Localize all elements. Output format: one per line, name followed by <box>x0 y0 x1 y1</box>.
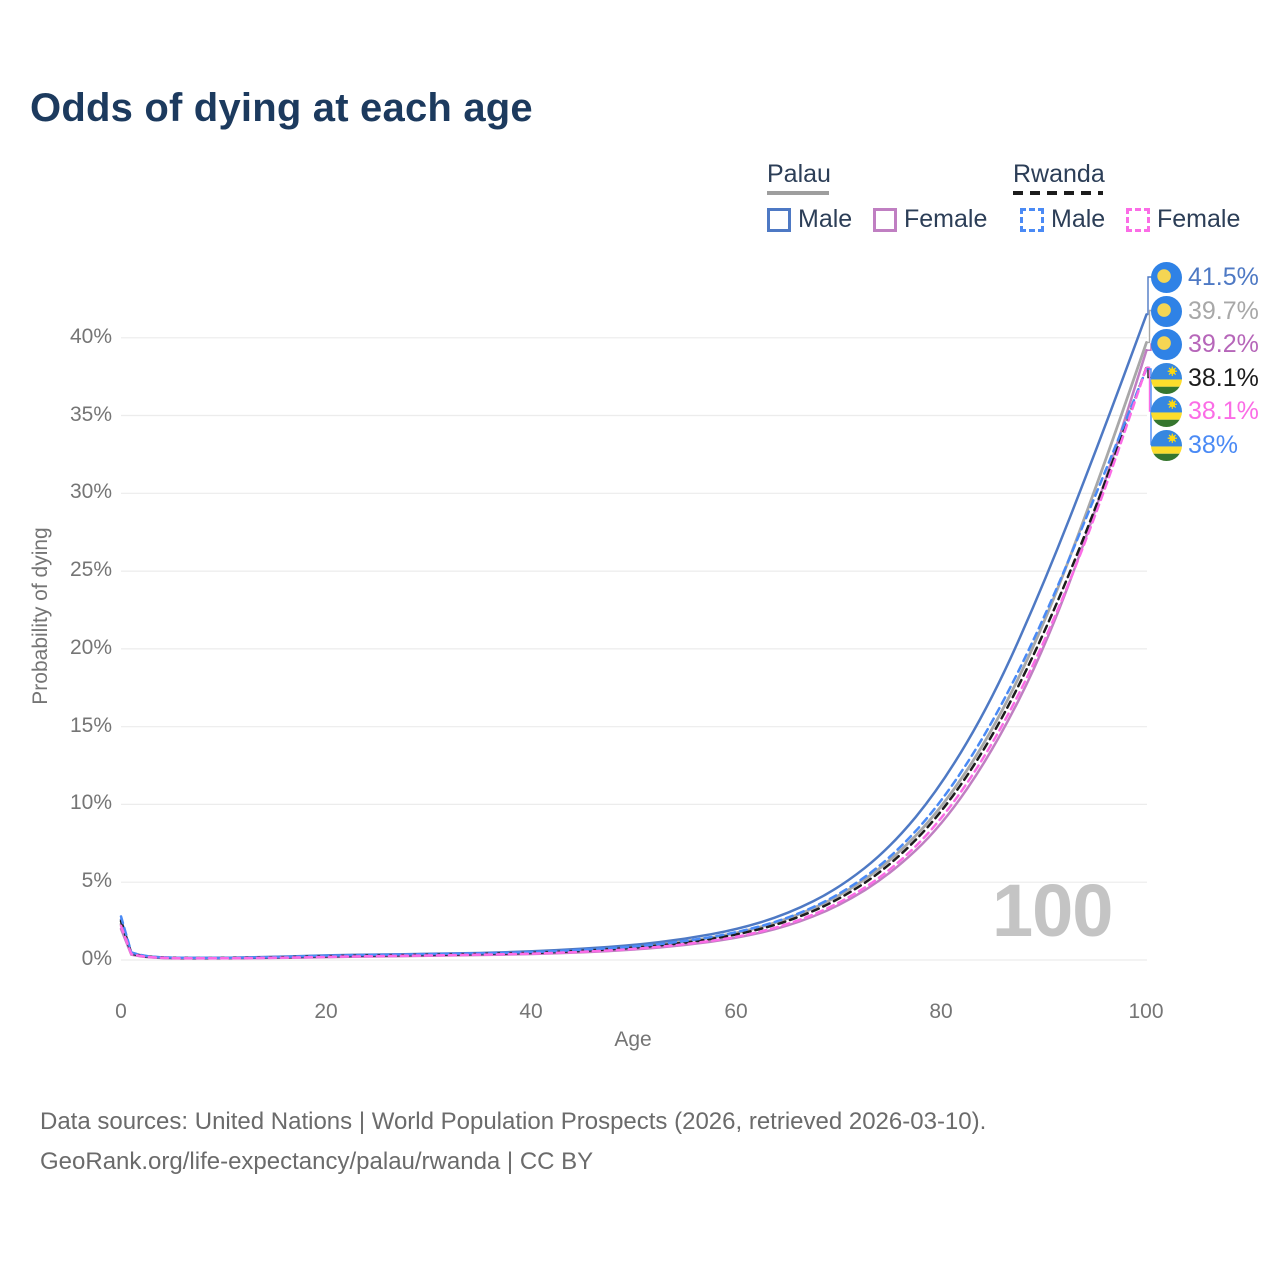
palau-flag-icon <box>1151 296 1182 327</box>
y-tick-label: 25% <box>69 558 112 581</box>
end-label-row: 38% <box>1151 429 1238 461</box>
y-tick-label: 35% <box>69 403 112 426</box>
end-label-row: 39.2% <box>1151 328 1259 360</box>
x-tick-label: 80 <box>929 1000 953 1023</box>
line-palau-both-sexes[interactable] <box>119 341 1148 960</box>
rwanda-male-swatch-icon <box>1020 207 1044 232</box>
end-label-row: 39.7% <box>1151 295 1259 327</box>
end-label-row: 38.1% <box>1151 395 1259 427</box>
end-label-row: 41.5% <box>1151 261 1259 293</box>
legend-item-label: Female <box>1157 205 1241 233</box>
end-value: 39.2% <box>1188 329 1259 358</box>
rwanda-flag-icon <box>1151 430 1182 461</box>
legend-item-label: Male <box>1051 205 1106 233</box>
x-axis-title: Age <box>614 1028 652 1051</box>
page-title: Odds of dying at each age <box>30 86 533 130</box>
end-value: 38.1% <box>1188 396 1259 425</box>
y-tick-label: 30% <box>69 480 112 503</box>
y-axis-title: Probability of dying <box>29 527 52 705</box>
age-watermark: 100 <box>992 869 1113 952</box>
rwanda-flag-icon <box>1151 396 1182 427</box>
legend-item-rwanda-male[interactable]: Male <box>1020 205 1105 234</box>
end-value: 41.5% <box>1188 262 1259 291</box>
data-sources-text: Data sources: United Nations | World Pop… <box>40 1108 987 1135</box>
legend-item-palau-male[interactable]: Male <box>767 205 852 234</box>
legend-rwanda-line-sample <box>1013 191 1103 195</box>
source-url-text[interactable]: GeoRank.org/life-expectancy/palau/rwanda… <box>40 1148 594 1175</box>
y-tick-label: 40% <box>69 325 112 348</box>
end-label-row: 38.1% <box>1151 362 1259 394</box>
palau-male-swatch-icon <box>767 207 791 232</box>
legend-item-palau-female[interactable]: Female <box>873 205 987 234</box>
legend-palau-line-sample <box>767 191 829 195</box>
end-value: 39.7% <box>1188 296 1259 325</box>
x-tick-label: 60 <box>724 1000 748 1023</box>
legend-item-rwanda-female[interactable]: Female <box>1126 205 1240 234</box>
y-tick-label: 0% <box>81 947 112 970</box>
y-tick-label: 15% <box>69 714 112 737</box>
x-tick-label: 40 <box>519 1000 543 1023</box>
y-tick-label: 5% <box>81 869 112 892</box>
legend-item-label: Female <box>904 205 988 233</box>
palau-flag-icon <box>1151 262 1182 293</box>
y-tick-label: 10% <box>69 791 112 814</box>
x-tick-label: 20 <box>314 1000 338 1023</box>
legend-country-palau: Palau <box>767 160 831 188</box>
palau-female-swatch-icon <box>873 207 897 232</box>
x-tick-label: 100 <box>1128 1000 1164 1023</box>
end-value: 38.1% <box>1188 363 1259 392</box>
legend-country-rwanda: Rwanda <box>1013 160 1105 188</box>
rwanda-female-swatch-icon <box>1126 207 1150 232</box>
rwanda-flag-icon <box>1151 363 1182 394</box>
line-palau-male[interactable] <box>119 313 1148 960</box>
palau-flag-icon <box>1151 329 1182 360</box>
legend-item-label: Male <box>798 205 853 233</box>
end-value: 38% <box>1188 430 1239 459</box>
y-tick-label: 20% <box>69 636 112 659</box>
x-tick-label: 0 <box>115 1000 127 1023</box>
